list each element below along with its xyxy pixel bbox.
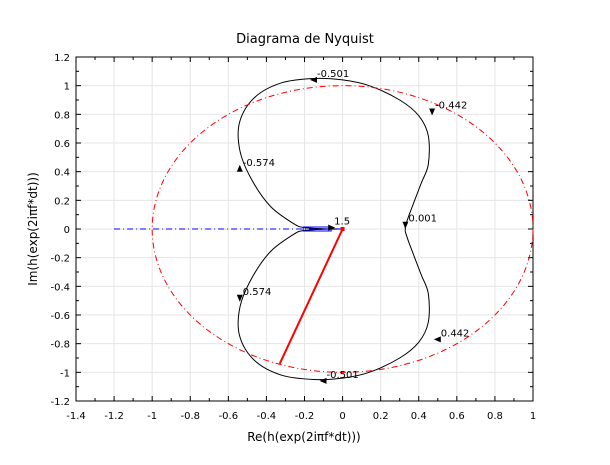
direction-arrow [236,294,243,302]
x-tick-label: -0.4 [257,411,277,422]
y-tick-label: 1.2 [54,53,70,64]
y-tick-label: -0.2 [50,254,70,265]
y-tick-label: 0.4 [54,168,70,179]
chart-title: Diagrama de Nyquist [236,32,374,47]
direction-arrow [429,108,436,116]
phase-margin-vector [278,228,344,365]
y-axis-label: Im(h(exp(2iπf*dt))) [26,172,40,286]
frequency-label: -0.574 [243,158,275,169]
origin-point [340,227,345,231]
y-tick-label: 0 [64,225,70,236]
x-tick-label: 0.2 [373,411,389,422]
x-tick-label: -1.4 [66,411,86,422]
frequency-label: -0.501 [317,69,349,80]
annotations-group: -0.501 -0.442 -0.574 1.5 0.001 0.574 0.442 -0.5… [236,69,470,384]
y-tick-label: 0.6 [54,139,70,150]
direction-arrow [328,224,336,231]
x-tick-label: -0.8 [180,411,200,422]
frequency-label: -0.501 [327,370,359,381]
series-group [114,77,534,381]
nyquist-curve-series [237,77,430,381]
frequency-label: 0.574 [243,287,272,298]
y-tick-label: -0.8 [50,340,70,351]
direction-arrow [236,164,243,172]
frequency-label: -0.442 [435,100,467,111]
y-tick-label: -1.2 [50,397,70,408]
x-axis-label: Re(h(exp(2iπf*dt))) [247,430,361,444]
y-tick-label: 1 [64,82,70,93]
y-tick-label: 0.8 [54,110,70,121]
x-tick-label: -0.6 [219,411,239,422]
x-tick-label: 0.8 [487,411,503,422]
direction-arrow [402,221,409,229]
frequency-label: 0.001 [408,214,437,225]
y-tick-label: 0.2 [54,196,70,207]
unit-circle-series [151,85,534,373]
x-tick-label: 0 [339,411,345,422]
x-tick-label: -1.2 [104,411,124,422]
x-tick-label: 1 [530,411,536,422]
frequency-label: 1.5 [334,217,350,228]
y-tick-label: -1 [60,368,70,379]
x-tick-label: 0.4 [411,411,427,422]
direction-arrow [310,76,317,83]
frequency-label: 0.442 [441,328,470,339]
direction-arrow [319,377,327,384]
x-tick-label: -1 [147,411,157,422]
x-tick-label: 0.6 [449,411,465,422]
y-tick-label: -0.4 [50,282,70,293]
direction-arrow [433,336,441,343]
x-tick-label: -0.2 [295,411,315,422]
y-tick-label: -0.6 [50,311,70,322]
